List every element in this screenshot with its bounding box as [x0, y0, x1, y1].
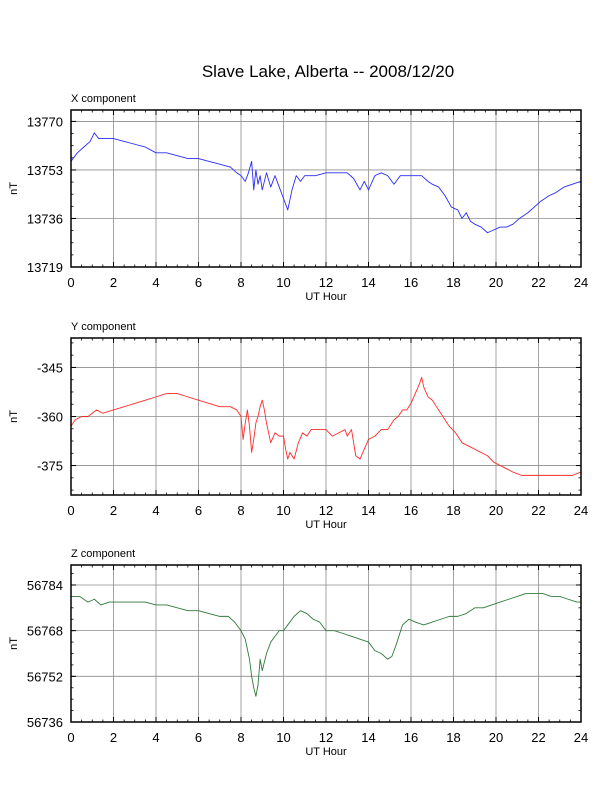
- x-tick-label: 4: [152, 275, 159, 290]
- y-tick-label: 13719: [27, 260, 63, 275]
- x-tick-label: 20: [489, 503, 503, 518]
- x-tick-label: 24: [574, 503, 588, 518]
- y-tick-label: -375: [37, 459, 63, 474]
- y-tick-label: 13736: [27, 211, 63, 226]
- x-tick-label: 8: [237, 503, 244, 518]
- x-tick-label: 4: [152, 503, 159, 518]
- x-tick-label: 18: [446, 275, 460, 290]
- x-tick-label: 2: [110, 275, 117, 290]
- series-line-1-0: [70, 376, 582, 476]
- x-tick-label: 16: [404, 275, 418, 290]
- x-tick-label: 24: [574, 275, 588, 290]
- y-tick-label: -360: [37, 410, 63, 425]
- y-tick-label: 13753: [27, 163, 63, 178]
- page-title: Slave Lake, Alberta -- 2008/12/20: [202, 62, 454, 81]
- x-tick-label: 20: [489, 730, 503, 745]
- y-tick-label: 56784: [27, 578, 63, 593]
- x-tick-label: 18: [446, 503, 460, 518]
- y-tick-label: 56736: [27, 715, 63, 730]
- x-tick-label: 10: [276, 730, 290, 745]
- plot-frame: [70, 564, 582, 723]
- x-tick-label: 20: [489, 275, 503, 290]
- y-tick-label: 56768: [27, 624, 63, 639]
- y-axis-label: nT: [8, 182, 20, 195]
- x-tick-label: 12: [319, 503, 333, 518]
- x-tick-label: 4: [152, 730, 159, 745]
- x-tick-label: 12: [319, 275, 333, 290]
- x-tick-label: 14: [361, 503, 375, 518]
- x-tick-label: 10: [276, 503, 290, 518]
- x-tick-label: 6: [195, 275, 202, 290]
- x-axis-label: UT Hour: [305, 519, 347, 531]
- x-tick-label: 12: [319, 730, 333, 745]
- x-tick-label: 22: [531, 503, 545, 518]
- y-axis-label: nT: [8, 637, 20, 650]
- y-axis-label: nT: [8, 410, 20, 423]
- plot-frame: [70, 337, 582, 496]
- x-tick-label: 0: [67, 503, 74, 518]
- x-tick-label: 22: [531, 275, 545, 290]
- x-tick-label: 14: [361, 730, 375, 745]
- x-tick-label: 6: [195, 503, 202, 518]
- y-tick-label: -345: [37, 360, 63, 375]
- x-tick-label: 16: [404, 503, 418, 518]
- x-tick-label: 8: [237, 275, 244, 290]
- x-axis-label: UT Hour: [305, 291, 347, 303]
- y-tick-label: 56752: [27, 669, 63, 684]
- x-tick-label: 8: [237, 730, 244, 745]
- y-tick-label: 13770: [27, 114, 63, 129]
- x-tick-label: 24: [574, 730, 588, 745]
- x-tick-label: 0: [67, 730, 74, 745]
- x-tick-label: 2: [110, 730, 117, 745]
- x-axis-label: UT Hour: [305, 746, 347, 758]
- series-line-0-0: [70, 132, 582, 234]
- plot-frame: [70, 109, 582, 268]
- x-tick-label: 14: [361, 275, 375, 290]
- x-tick-label: 22: [531, 730, 545, 745]
- x-tick-label: 16: [404, 730, 418, 745]
- series-line-2-0: [71, 593, 581, 697]
- x-tick-label: 2: [110, 503, 117, 518]
- x-tick-label: 0: [67, 275, 74, 290]
- panel-title: Z component: [71, 548, 135, 560]
- panel-title: Y component: [71, 321, 136, 333]
- x-tick-label: 18: [446, 730, 460, 745]
- x-tick-label: 10: [276, 275, 290, 290]
- x-tick-label: 6: [195, 730, 202, 745]
- panel-title: X component: [71, 93, 136, 105]
